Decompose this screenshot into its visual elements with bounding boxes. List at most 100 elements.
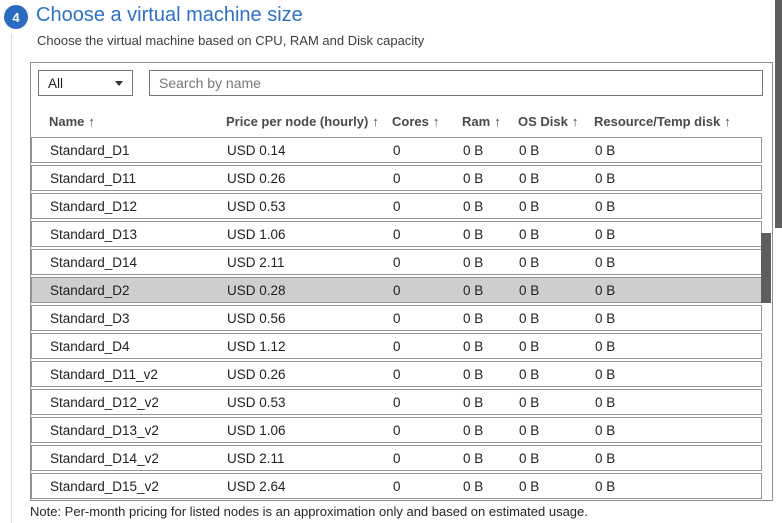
filter-dropdown[interactable]: All (38, 70, 133, 96)
column-header-price[interactable]: Price per node (hourly) ↑ (226, 113, 379, 129)
cell-os-disk: 0 B (519, 338, 540, 354)
cell-ram: 0 B (463, 198, 484, 214)
cell-cores: 0 (393, 366, 401, 382)
page-scrollbar[interactable] (775, 0, 782, 523)
table-row[interactable]: Standard_D12_v2 USD 0.53 0 0 B 0 B 0 B (31, 389, 762, 415)
cell-ram: 0 B (463, 226, 484, 242)
cell-ram: 0 B (463, 366, 484, 382)
cell-cores: 0 (393, 170, 401, 186)
cell-os-disk: 0 B (519, 282, 540, 298)
cell-price: USD 0.26 (227, 170, 286, 186)
table-row[interactable]: Standard_D1 USD 0.14 0 0 B 0 B 0 B (31, 137, 762, 163)
cell-price: USD 0.26 (227, 366, 286, 382)
cell-resource-temp-disk: 0 B (595, 254, 616, 270)
cell-cores: 0 (393, 422, 401, 438)
cell-ram: 0 B (463, 170, 484, 186)
page-title: Choose a virtual machine size (36, 4, 303, 26)
cell-name: Standard_D13_v2 (50, 422, 159, 438)
cell-resource-temp-disk: 0 B (595, 226, 616, 242)
vm-size-panel: All Name↑ Price per node (hourly)↑ Cores… (30, 62, 773, 501)
cell-cores: 0 (393, 450, 401, 466)
cell-os-disk: 0 B (519, 198, 540, 214)
cell-os-disk: 0 B (519, 310, 540, 326)
cell-name: Standard_D3 (50, 310, 130, 326)
cell-name: Standard_D15_v2 (50, 478, 159, 494)
cell-price: USD 0.53 (227, 394, 286, 410)
page-scrollbar-thumb[interactable] (775, 0, 782, 228)
cell-cores: 0 (393, 226, 401, 242)
cell-name: Standard_D12_v2 (50, 394, 159, 410)
sort-asc-icon: ↑ (724, 113, 731, 129)
column-header-resource-temp-disk[interactable]: Resource/Temp disk ↑ (594, 113, 731, 129)
cell-os-disk: 0 B (519, 478, 540, 494)
cell-resource-temp-disk: 0 B (595, 450, 616, 466)
cell-ram: 0 B (463, 282, 484, 298)
cell-os-disk: 0 B (519, 142, 540, 158)
cell-ram: 0 B (463, 394, 484, 410)
cell-os-disk: 0 B (519, 394, 540, 410)
sort-asc-icon: ↑ (432, 113, 440, 129)
chevron-down-icon (115, 80, 123, 86)
cell-cores: 0 (393, 310, 401, 326)
step-connector-line (11, 34, 12, 523)
filter-dropdown-value: All (48, 75, 64, 91)
cell-resource-temp-disk: 0 B (595, 170, 616, 186)
cell-price: USD 0.56 (227, 310, 286, 326)
cell-os-disk: 0 B (519, 170, 540, 186)
cell-os-disk: 0 B (519, 226, 540, 242)
column-header-cores[interactable]: Cores ↑ (392, 113, 440, 129)
table-row[interactable]: Standard_D14 USD 2.11 0 0 B 0 B 0 B (31, 249, 762, 275)
cell-ram: 0 B (463, 422, 484, 438)
sort-asc-icon: ↑ (571, 113, 579, 129)
sort-asc-icon: ↑ (494, 113, 501, 129)
step-number-badge: 4 (4, 5, 28, 29)
cell-price: USD 2.11 (227, 450, 285, 466)
cell-os-disk: 0 B (519, 254, 540, 270)
table-row[interactable]: Standard_D11 USD 0.26 0 0 B 0 B 0 B (31, 165, 762, 191)
table-row[interactable]: Standard_D11_v2 USD 0.26 0 0 B 0 B 0 B (31, 361, 762, 387)
cell-price: USD 0.28 (227, 282, 286, 298)
cell-price: USD 1.12 (227, 338, 286, 354)
table-row[interactable]: Standard_D14_v2 USD 2.11 0 0 B 0 B 0 B (31, 445, 762, 471)
cell-cores: 0 (393, 254, 401, 270)
table-row[interactable]: Standard_D4 USD 1.12 0 0 B 0 B 0 B (31, 333, 762, 359)
cell-price: USD 2.11 (227, 254, 285, 270)
cell-cores: 0 (393, 198, 401, 214)
cell-resource-temp-disk: 0 B (595, 142, 616, 158)
cell-ram: 0 B (463, 310, 484, 326)
cell-name: Standard_D14_v2 (50, 450, 159, 466)
cell-price: USD 0.53 (227, 198, 286, 214)
cell-name: Standard_D14 (50, 254, 138, 270)
cell-resource-temp-disk: 0 B (595, 282, 616, 298)
column-header-ram[interactable]: Ram ↑ (462, 113, 501, 129)
table-row[interactable]: Standard_D13 USD 1.06 0 0 B 0 B 0 B (31, 221, 762, 247)
cell-ram: 0 B (463, 254, 484, 270)
cell-os-disk: 0 B (519, 422, 540, 438)
cell-resource-temp-disk: 0 B (595, 422, 616, 438)
cell-ram: 0 B (463, 142, 484, 158)
table-row[interactable]: Standard_D12 USD 0.53 0 0 B 0 B 0 B (31, 193, 762, 219)
table-rows: Standard_D1 USD 0.14 0 0 B 0 B 0 B Stand… (31, 137, 762, 501)
cell-resource-temp-disk: 0 B (595, 310, 616, 326)
sort-asc-icon: ↑ (372, 113, 379, 129)
table-row[interactable]: Standard_D2 USD 0.28 0 0 B 0 B 0 B (31, 277, 762, 303)
table-row[interactable]: Standard_D13_v2 USD 1.06 0 0 B 0 B 0 B (31, 417, 762, 443)
column-header-name[interactable]: Name ↑ (49, 113, 95, 129)
column-header-os-disk[interactable]: OS Disk ↑ (518, 113, 579, 129)
cell-resource-temp-disk: 0 B (595, 338, 616, 354)
cell-resource-temp-disk: 0 B (595, 198, 616, 214)
table-header-row: Name ↑ Price per node (hourly) ↑ Cores ↑ Ra… (31, 106, 762, 136)
table-row[interactable]: Standard_D15_v2 USD 2.64 0 0 B 0 B 0 B (31, 473, 762, 499)
cell-cores: 0 (393, 478, 401, 494)
cell-price: USD 2.64 (227, 478, 286, 494)
cell-os-disk: 0 B (519, 366, 540, 382)
cell-cores: 0 (393, 394, 401, 410)
cell-name: Standard_D4 (50, 338, 130, 354)
cell-price: USD 0.14 (227, 142, 286, 158)
cell-name: Standard_D11 (50, 170, 137, 186)
table-scrollbar-thumb[interactable] (761, 233, 771, 303)
table-row[interactable]: Standard_D3 USD 0.56 0 0 B 0 B 0 B (31, 305, 762, 331)
search-input[interactable] (149, 70, 763, 96)
cell-ram: 0 B (463, 450, 484, 466)
